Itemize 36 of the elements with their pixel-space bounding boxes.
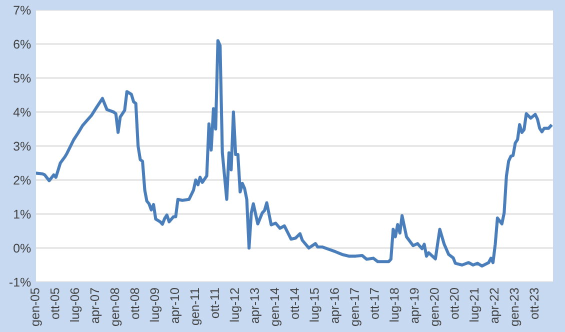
x-tick-label: ott-23 xyxy=(530,288,539,319)
x-tick-label: gen-11 xyxy=(190,288,202,326)
x-tick-label: lug-18 xyxy=(390,288,402,322)
y-tick-label: 2% xyxy=(14,176,31,185)
x-tick-label: apr-16 xyxy=(330,288,342,324)
x-tick-label: apr-13 xyxy=(250,288,262,324)
x-tick-label: apr-07 xyxy=(90,288,102,324)
x-tick-label: gen-14 xyxy=(270,288,282,326)
y-tick-label: 7% xyxy=(14,6,31,15)
x-tick-label: lug-21 xyxy=(469,288,482,322)
x-tick-label: gen-17 xyxy=(350,288,362,326)
x-tick-label: ott-08 xyxy=(130,288,140,319)
y-tick-label: -1% xyxy=(9,278,31,287)
x-tick-label: apr-19 xyxy=(410,288,422,324)
x-tick-label: gen-23 xyxy=(510,288,522,326)
y-tick-label: 1% xyxy=(14,210,31,219)
x-tick-label: lug-12 xyxy=(230,288,242,322)
y-tick-label: 5% xyxy=(14,74,31,83)
x-tick-label: apr-10 xyxy=(170,288,182,324)
x-tick-label: ott-11 xyxy=(210,288,220,318)
x-tick-label: lug-15 xyxy=(310,288,322,322)
x-tick-label: ott-05 xyxy=(50,288,60,319)
x-tick-label: ott-17 xyxy=(370,288,379,319)
x-tick-label: ott-14 xyxy=(290,288,299,319)
x-tick-label: gen-05 xyxy=(30,288,42,326)
x-tick-label: gen-20 xyxy=(430,288,442,326)
y-tick-label: 6% xyxy=(14,40,31,49)
x-tick-label: lug-06 xyxy=(70,288,82,322)
x-tick-label: gen-08 xyxy=(110,288,122,326)
y-tick-label: 3% xyxy=(14,142,31,151)
line-series xyxy=(36,39,552,268)
x-tick-label: lug-09 xyxy=(150,288,162,322)
y-tick-label: 4% xyxy=(13,108,31,117)
y-tick-label: 0% xyxy=(14,244,31,253)
x-tick-label: apr-22 xyxy=(490,288,502,324)
x-tick-label: ott-20 xyxy=(450,288,459,319)
